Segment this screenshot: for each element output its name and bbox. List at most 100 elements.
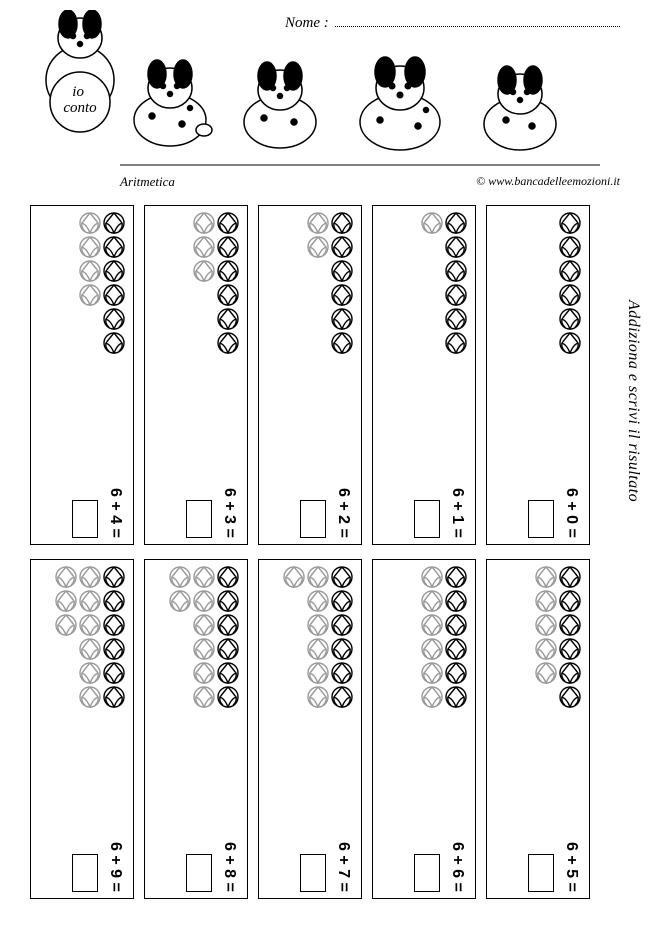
equation-text: 6 + 3 = <box>218 488 239 538</box>
volleyball-icon <box>559 308 581 330</box>
volleyball-icon <box>331 566 353 588</box>
volleyball-icon <box>193 662 215 684</box>
volleyball-icon <box>79 212 101 234</box>
ball-column <box>169 566 191 826</box>
problem-card: 6 + 0 = <box>486 205 590 545</box>
answer-input-box[interactable] <box>300 500 326 538</box>
volleyball-icon <box>79 566 101 588</box>
equation-row: 6 + 5 = <box>528 842 581 892</box>
volleyball-icon <box>559 284 581 306</box>
answer-input-box[interactable] <box>528 854 554 892</box>
answer-input-box[interactable] <box>72 854 98 892</box>
volleyball-icon <box>559 590 581 612</box>
equation-row: 6 + 3 = <box>186 488 239 538</box>
equation-text: 6 + 9 = <box>104 842 125 892</box>
volleyball-icon <box>331 212 353 234</box>
answer-input-box[interactable] <box>72 500 98 538</box>
problem-card: 6 + 3 = <box>144 205 248 545</box>
volleyball-icon <box>217 614 239 636</box>
problem-card: 6 + 4 = <box>30 205 134 545</box>
worksheet-header: Nome : io conto <box>0 0 650 190</box>
volleyball-icon <box>193 590 215 612</box>
ball-column <box>79 212 101 472</box>
volleyball-icon <box>445 260 467 282</box>
volleyball-icon <box>445 590 467 612</box>
volleyball-icon <box>217 566 239 588</box>
ball-column <box>193 212 215 472</box>
volleyball-icon <box>217 590 239 612</box>
volleyball-icon <box>445 332 467 354</box>
volleyball-icon <box>217 284 239 306</box>
volleyball-icon <box>193 614 215 636</box>
volleyball-icon <box>79 590 101 612</box>
volleyball-icon <box>535 566 557 588</box>
volleyball-icon <box>331 308 353 330</box>
volleyball-icon <box>535 638 557 660</box>
answer-input-box[interactable] <box>186 854 212 892</box>
volleyball-icon <box>55 566 77 588</box>
ball-counter-area <box>145 212 247 472</box>
ball-column <box>421 566 443 826</box>
volleyball-icon <box>421 686 443 708</box>
equation-row: 6 + 7 = <box>300 842 353 892</box>
volleyball-icon <box>217 332 239 354</box>
volleyball-icon <box>217 638 239 660</box>
volleyball-icon <box>103 260 125 282</box>
volleyball-icon <box>445 236 467 258</box>
volleyball-icon <box>103 566 125 588</box>
credit-url: www.bancadelleemozioni.it <box>488 174 620 188</box>
answer-input-box[interactable] <box>414 500 440 538</box>
volleyball-icon <box>79 236 101 258</box>
equation-text: 6 + 1 = <box>446 488 467 538</box>
volleyball-icon <box>79 686 101 708</box>
ball-column <box>79 566 101 826</box>
volleyball-icon <box>445 212 467 234</box>
volleyball-icon <box>331 614 353 636</box>
ball-counter-area <box>31 566 133 826</box>
ball-column <box>559 566 581 826</box>
ball-counter-area <box>487 566 589 826</box>
volleyball-icon <box>217 662 239 684</box>
volleyball-icon <box>103 686 125 708</box>
ball-column <box>103 212 125 472</box>
ball-counter-area <box>31 212 133 472</box>
ball-column <box>217 566 239 826</box>
volleyball-icon <box>307 638 329 660</box>
equation-text: 6 + 7 = <box>332 842 353 892</box>
volleyball-icon <box>307 590 329 612</box>
volleyball-icon <box>217 260 239 282</box>
volleyball-icon <box>217 212 239 234</box>
volleyball-icon <box>103 662 125 684</box>
ball-column <box>559 212 581 472</box>
volleyball-icon <box>103 236 125 258</box>
dalmatian-puppies-illustration: io conto <box>20 10 610 170</box>
problem-card: 6 + 8 = <box>144 559 248 899</box>
volleyball-icon <box>193 638 215 660</box>
answer-input-box[interactable] <box>528 500 554 538</box>
volleyball-icon <box>103 332 125 354</box>
ball-column <box>193 566 215 826</box>
volleyball-icon <box>307 566 329 588</box>
ball-column <box>331 212 353 472</box>
volleyball-icon <box>307 662 329 684</box>
ball-counter-area <box>373 212 475 472</box>
ball-counter-area <box>487 212 589 472</box>
ball-column <box>283 566 305 826</box>
ball-column <box>445 566 467 826</box>
equation-row: 6 + 4 = <box>72 488 125 538</box>
volleyball-icon <box>217 308 239 330</box>
volleyball-icon <box>559 614 581 636</box>
problem-card: 6 + 6 = <box>372 559 476 899</box>
equation-row: 6 + 0 = <box>528 488 581 538</box>
ball-column <box>307 212 329 472</box>
answer-input-box[interactable] <box>414 854 440 892</box>
ball-counter-area <box>259 566 361 826</box>
answer-input-box[interactable] <box>300 854 326 892</box>
volleyball-icon <box>559 236 581 258</box>
volleyball-icon <box>307 236 329 258</box>
volleyball-icon <box>559 662 581 684</box>
problem-card: 6 + 9 = <box>30 559 134 899</box>
volleyball-icon <box>103 590 125 612</box>
volleyball-icon <box>79 284 101 306</box>
answer-input-box[interactable] <box>186 500 212 538</box>
